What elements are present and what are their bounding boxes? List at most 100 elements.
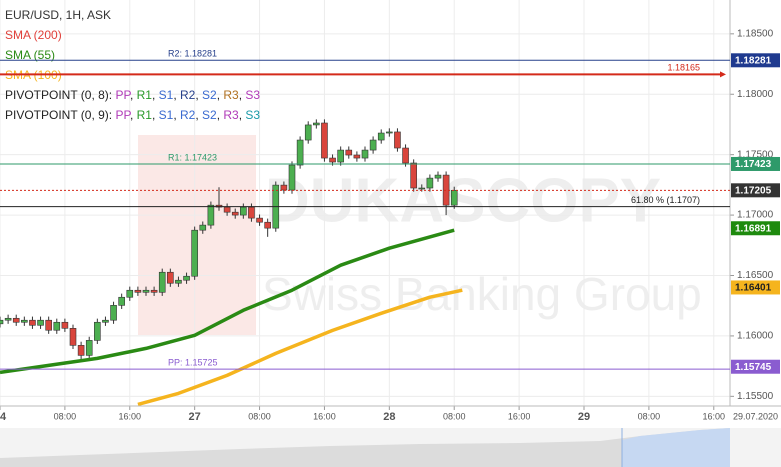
candle-body [199, 224, 207, 231]
candle-body [426, 177, 434, 189]
candle-body [369, 139, 377, 151]
watermark-tagline: Swiss Banking Group [262, 268, 702, 320]
candle-body [12, 317, 20, 323]
candle-body [77, 345, 85, 356]
candle-body [280, 184, 288, 191]
y-tick-label: 1.18000 [737, 89, 774, 100]
candle-body [69, 328, 77, 346]
candle-body [4, 317, 12, 321]
x-tick-label: 08:00 [443, 411, 466, 421]
level-arrow [720, 71, 726, 78]
price-tag [731, 359, 780, 374]
candle-body [450, 190, 458, 206]
level-label: PP: 1.15725 [168, 358, 218, 368]
pivot-legend-part: PIVOTPOINT (0, 9): [5, 108, 112, 122]
price-tag-label: 1.17423 [735, 159, 772, 170]
pivot-legend-part: , [152, 88, 159, 102]
candle-body [0, 319, 4, 325]
candle-body [434, 174, 442, 179]
pivot-legend-part: R3 [223, 108, 239, 122]
candle-body [321, 122, 328, 159]
pivot-legend-part: , [130, 88, 137, 102]
pivot-legend-part: R1 [137, 88, 153, 102]
y-tick-label: 1.17500 [737, 149, 774, 160]
x-tick-label: 08:00 [248, 411, 271, 421]
candle-body [304, 124, 312, 141]
candle-body [167, 271, 174, 284]
price-tag [731, 280, 780, 295]
price-tag [731, 156, 780, 171]
date-label: 29.07.2020 [733, 411, 778, 421]
pivot-legend-part: PP [115, 108, 131, 122]
candle-body [223, 206, 231, 213]
candle-body [248, 206, 255, 219]
x-tick-label: 16:00 [119, 411, 142, 421]
level-label: R1: 1.17423 [168, 152, 217, 162]
x-tick-label: 29 [578, 411, 590, 423]
level-label: R2: 1.18281 [168, 49, 217, 59]
candle-body [102, 319, 109, 323]
level-label: 61.80 % (1.1707) [631, 195, 700, 205]
candle-body [264, 221, 271, 229]
pivot-legend-part: , [239, 108, 246, 122]
pivot-legend-part: R2 [180, 108, 196, 122]
watermark-brand: DUKASCOPY [265, 166, 661, 235]
x-tick-label: 28 [383, 411, 395, 423]
x-tick-label: 08:00 [638, 411, 661, 421]
candle-body [118, 296, 125, 306]
candle-body [94, 321, 101, 341]
pivot-legend-part: , [173, 108, 180, 122]
y-tick-label: 1.16000 [737, 331, 774, 342]
pivot-legend: PIVOTPOINT (0, 8): PP, R1, S1, R2, S2, R… [5, 88, 260, 102]
pivot-legend-part: PP [115, 88, 131, 102]
candle-body [418, 187, 426, 190]
candle-body [207, 204, 215, 226]
candle-body [142, 289, 150, 293]
pivot-legend-part: PIVOTPOINT (0, 8): [5, 88, 112, 102]
pivot-legend-part: R1 [137, 108, 153, 122]
pivot-legend-part: R3 [223, 88, 239, 102]
legend-entry: SMA (200) [5, 28, 62, 42]
candle-body [110, 305, 117, 321]
pivot-legend-part: S3 [245, 88, 260, 102]
candle-body [361, 149, 369, 159]
navigator-window [622, 428, 730, 467]
candle-body [85, 340, 93, 356]
pivot-legend-part: , [130, 108, 137, 122]
price-tag [731, 53, 780, 68]
candle-body [288, 164, 296, 191]
candle-body [402, 147, 409, 164]
level-label: 1.18165 [667, 63, 700, 73]
candle-body [353, 154, 361, 159]
legend-entry: SMA (55) [5, 48, 55, 62]
pivot-legend-part: , [217, 108, 224, 122]
candle-body [231, 211, 239, 216]
symbol-title: EUR/USD, 1H, ASK [5, 8, 111, 22]
pivot-legend-part: , [195, 108, 202, 122]
candle-body [337, 149, 344, 163]
candle-body [191, 229, 198, 277]
candle-body [183, 275, 190, 281]
pivot-legend-part: R2 [180, 88, 196, 102]
pivot-legend-part: , [152, 108, 159, 122]
grid: 1.18500 1.18000 1.17500 1.17000 1.16500 1.160… [0, 0, 778, 423]
pivot-legend-part: , [173, 88, 180, 102]
x-tick-label: 16:00 [508, 411, 531, 421]
candle-body [134, 289, 142, 293]
candle-body [410, 162, 417, 189]
candle-body [377, 132, 385, 141]
candle-body [296, 139, 304, 166]
pivot-legend-part: S2 [202, 88, 217, 102]
x-tick-label: 08:00 [54, 411, 77, 421]
navigator-area [0, 428, 730, 467]
candle-body [345, 149, 353, 156]
y-tick-label: 1.17000 [737, 210, 774, 221]
candle-body [313, 122, 320, 126]
candle-body [386, 131, 393, 134]
x-tick-label: 16:00 [703, 411, 726, 421]
price-tag [731, 221, 780, 236]
overlay: R2: 1.18281 1.18165 R1: 1.17423 61.80 % (1.… [0, 49, 780, 374]
candle-body [53, 321, 61, 331]
pivot-legend-part: , [217, 88, 224, 102]
